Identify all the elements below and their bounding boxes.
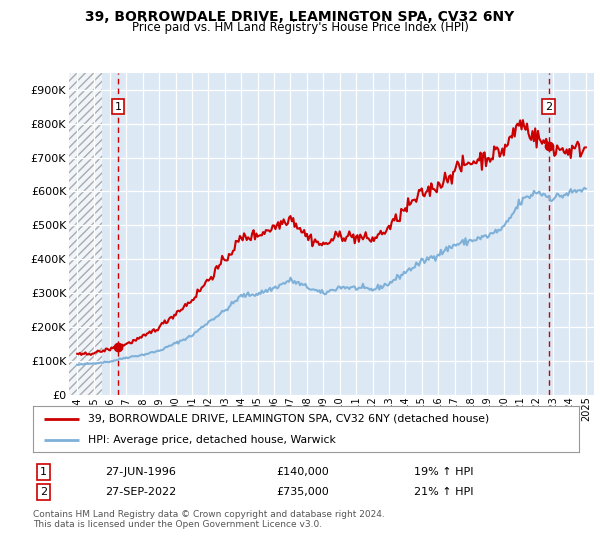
Text: 1: 1 — [115, 101, 122, 111]
Text: 2: 2 — [40, 487, 47, 497]
Text: Contains HM Land Registry data © Crown copyright and database right 2024.
This d: Contains HM Land Registry data © Crown c… — [33, 510, 385, 529]
Text: HPI: Average price, detached house, Warwick: HPI: Average price, detached house, Warw… — [88, 436, 335, 445]
Text: 27-SEP-2022: 27-SEP-2022 — [105, 487, 176, 497]
Text: £735,000: £735,000 — [276, 487, 329, 497]
Text: £140,000: £140,000 — [276, 467, 329, 477]
Text: 21% ↑ HPI: 21% ↑ HPI — [414, 487, 473, 497]
Text: 39, BORROWDALE DRIVE, LEAMINGTON SPA, CV32 6NY (detached house): 39, BORROWDALE DRIVE, LEAMINGTON SPA, CV… — [88, 414, 489, 424]
Text: Price paid vs. HM Land Registry's House Price Index (HPI): Price paid vs. HM Land Registry's House … — [131, 21, 469, 34]
Text: 2: 2 — [545, 101, 552, 111]
Text: 27-JUN-1996: 27-JUN-1996 — [105, 467, 176, 477]
Text: 19% ↑ HPI: 19% ↑ HPI — [414, 467, 473, 477]
Text: 39, BORROWDALE DRIVE, LEAMINGTON SPA, CV32 6NY: 39, BORROWDALE DRIVE, LEAMINGTON SPA, CV… — [85, 10, 515, 24]
Text: 1: 1 — [40, 467, 47, 477]
